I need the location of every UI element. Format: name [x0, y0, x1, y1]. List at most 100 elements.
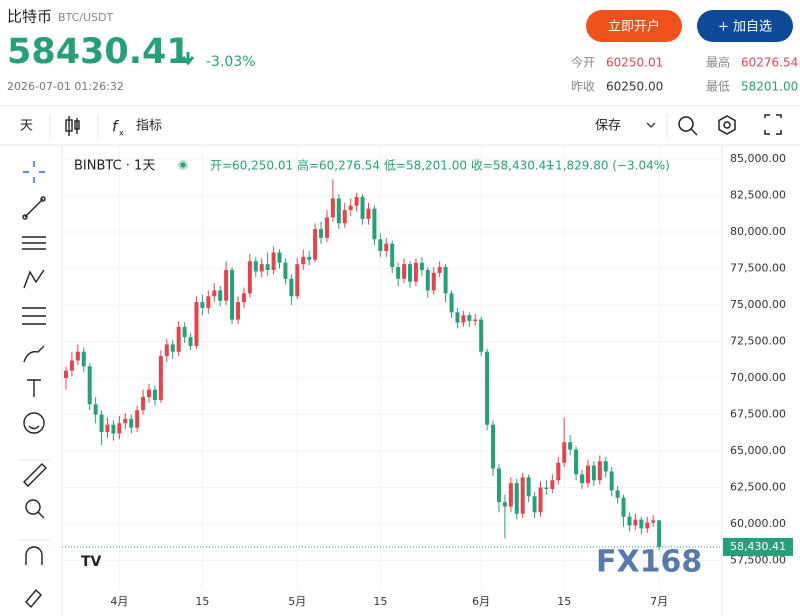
candle-body: [538, 487, 543, 513]
y-tick-label: 85,000.00: [730, 152, 786, 165]
candle-body: [87, 366, 92, 405]
candle-type-button[interactable]: [65, 116, 80, 136]
y-tick-label: 57,500.00: [730, 554, 786, 567]
candle-body: [224, 269, 229, 301]
price: 58430.41: [7, 32, 191, 72]
candle-body: [491, 424, 496, 469]
candle-body: [324, 217, 329, 238]
candle-body: [627, 516, 632, 526]
change-text: −1,829.80 (−3.04%): [545, 159, 670, 173]
candle-body: [609, 471, 614, 491]
tv-logo: TV: [81, 554, 102, 570]
candle-body: [550, 480, 555, 489]
candle-body: [295, 264, 300, 297]
candle-body: [75, 351, 80, 361]
candle-body: [597, 461, 602, 481]
candle-body: [372, 208, 377, 240]
y-tick-label: 70,000.00: [730, 371, 786, 384]
candle-body: [562, 442, 567, 463]
open-account-button[interactable]: [586, 10, 682, 42]
candle-body: [170, 344, 175, 352]
candle-body: [419, 262, 424, 270]
indicator-icon[interactable]: x: [119, 129, 124, 138]
add-watchlist-label[interactable]: + 加自选: [718, 20, 772, 35]
tv-logo: [80, 551, 106, 571]
stat-value: 60250.01: [606, 56, 663, 70]
candle-body: [366, 208, 371, 219]
candle-body: [378, 239, 383, 251]
dropdown-icon[interactable]: [646, 122, 656, 128]
candle-body: [289, 278, 294, 297]
candle-body: [449, 293, 454, 313]
y-tick-label: 82,500.00: [730, 189, 786, 202]
indicators-button[interactable]: 指标: [136, 119, 162, 134]
candle-body: [141, 396, 146, 411]
candle-body: [63, 370, 68, 379]
candle-body: [93, 404, 98, 415]
candle-body: [230, 269, 235, 320]
candle-body: [342, 210, 347, 224]
stat-value: 60250.00: [606, 80, 663, 94]
y-tick-label: 60,000.00: [730, 517, 786, 530]
candle-body: [176, 326, 181, 352]
candle-body: [408, 264, 413, 282]
last-price-label: 58,430.41: [730, 540, 786, 553]
candle-body: [218, 290, 223, 301]
candle-body: [585, 465, 590, 484]
candle-body: [194, 302, 199, 346]
candle-body: [526, 477, 531, 497]
candle-body: [425, 269, 430, 291]
candle-body: [431, 272, 436, 291]
toolbar-icons[interactable]: [678, 114, 782, 136]
stat-label: 昨收: [571, 80, 595, 94]
stat-label: 最高: [706, 55, 730, 70]
candle-body: [253, 261, 258, 272]
candle-body: [455, 312, 460, 323]
candle-body: [479, 319, 484, 352]
stat-label: 今开: [571, 55, 595, 70]
y-tick-label: 77,500.00: [730, 262, 786, 275]
candle-body: [212, 290, 217, 297]
indicator-icon[interactable]: f: [112, 118, 120, 136]
candle-body: [99, 414, 104, 433]
chart-symbol: BINBTC · 1天: [74, 159, 155, 174]
candle-body: [508, 483, 513, 507]
candle-body: [633, 519, 638, 526]
candle-body: [105, 424, 110, 433]
interval-button[interactable]: 天: [20, 119, 33, 134]
candle-body: [496, 468, 501, 503]
candle-body: [188, 337, 193, 346]
candle-body: [277, 252, 282, 263]
save-button[interactable]: 保存: [595, 119, 621, 134]
timestamp: 2026-07-01 01:26:32: [7, 80, 124, 93]
candle-body: [81, 351, 86, 367]
candle-body: [69, 360, 74, 371]
candle-body: [265, 264, 270, 270]
candle-body: [164, 344, 169, 357]
candle-body: [313, 229, 318, 260]
candle-body: [307, 256, 312, 260]
candle-body: [502, 502, 507, 507]
last-price-tag: [723, 537, 793, 556]
drawing-tools[interactable]: [22, 161, 47, 609]
candle-body: [645, 522, 650, 529]
candle-body: [301, 256, 306, 265]
candle-body: [384, 243, 389, 251]
add-watchlist-button[interactable]: [697, 10, 793, 42]
candle-body: [354, 196, 359, 206]
candle-body: [437, 267, 442, 273]
asset-name: 比特币: [7, 8, 52, 26]
price-change: -3.03%: [206, 54, 256, 70]
candle-body: [111, 424, 116, 434]
candle-body: [461, 315, 466, 323]
open-account-label[interactable]: 立即开户: [608, 19, 660, 35]
candle-body: [129, 418, 134, 428]
y-tick-label: 62,500.00: [730, 481, 786, 494]
candle-body: [413, 262, 418, 282]
candle-body: [241, 293, 246, 303]
candle-body: [283, 262, 288, 279]
candle-body: [532, 496, 537, 513]
candle-body: [396, 267, 401, 279]
